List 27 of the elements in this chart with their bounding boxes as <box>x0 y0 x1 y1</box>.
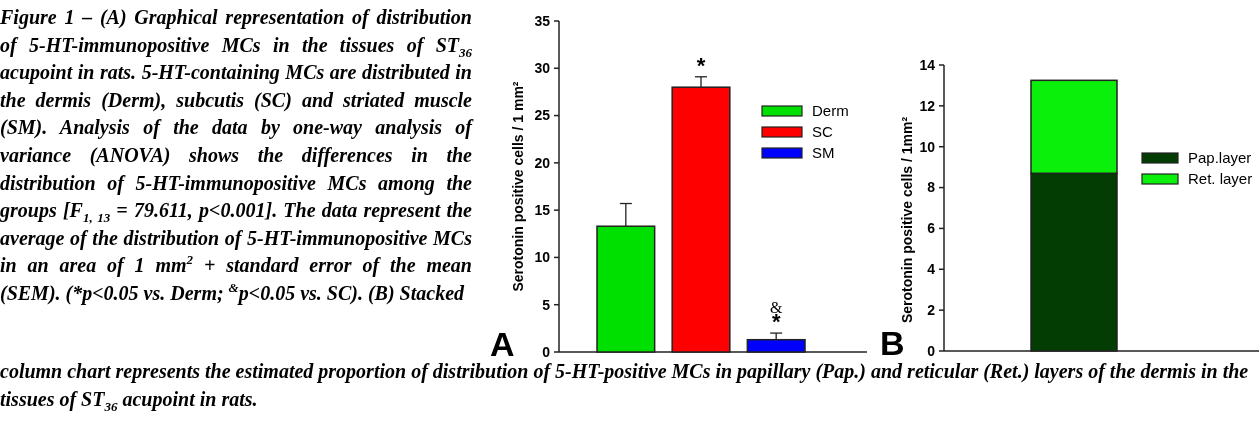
legend-label: SM <box>812 144 835 162</box>
y-axis-title: Serotonin positive cells / 1 mm² <box>510 81 526 292</box>
y-tick-label: 8 <box>927 179 936 196</box>
legend-label: SC <box>812 123 833 141</box>
y-tick-label: 6 <box>927 220 936 237</box>
y-tick-label: 10 <box>919 138 936 155</box>
y-axis-title: Serotonin positive cells / 1mm² <box>899 116 915 324</box>
legend-label: Ret. layer <box>1188 170 1253 188</box>
y-tick-label: 30 <box>534 60 551 77</box>
text: B <box>880 324 905 362</box>
y-tick-label: 2 <box>927 302 936 319</box>
legend-label: Derm <box>812 102 849 120</box>
y-tick-label: 25 <box>534 107 551 124</box>
text: Figure 1 – (A) Graphical representation of distribution of 5-HT-immunopositive MCs in the tissues of ST$_{36}$ acupoint in rats. 5-HT-containing MCs are distributed in the dermis (Derm), subcutis (SC) and striated muscle (SM). Analysis of the data by one-way analysis of variance (ANOVA) shows the differences in the distribution of 5-HT-immunopositive MCs among the groups [F$_{1, 13}$ = 79.611, p<0.001]. The data represent the average of the distribution of 5-HT-immunopositive MCs in an area of 1 mm$^{2}$ + standard error of the mean (SEM). (*p<0.05 vs. Derm; $^{&}$p<0.05 vs. SC). (B) Stacked <box>0 6 472 304</box>
y-tick-label: 10 <box>534 249 551 266</box>
y-tick-label: 5 <box>542 296 551 313</box>
y-tick-label: 15 <box>534 202 551 219</box>
y-tick-label: 35 <box>534 12 551 29</box>
y-tick-label: 0 <box>542 343 551 360</box>
y-tick-label: 14 <box>919 56 936 73</box>
y-tick-label: 4 <box>927 261 936 278</box>
y-tick-label: 0 <box>927 342 936 359</box>
data-label: &* <box>769 299 783 335</box>
data-label: * <box>696 52 706 78</box>
y-tick-label: 20 <box>534 154 551 171</box>
y-tick-label: 12 <box>919 97 936 114</box>
legend-label: Pap.layer <box>1188 149 1252 167</box>
